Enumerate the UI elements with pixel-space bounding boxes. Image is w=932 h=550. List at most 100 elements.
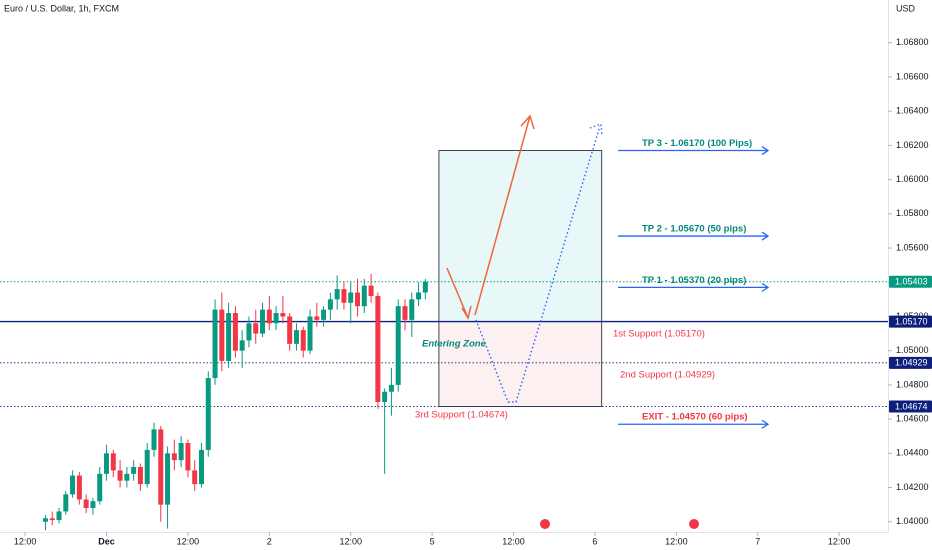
target-zone	[438, 150, 603, 322]
price-label: 1.04929	[895, 358, 928, 368]
candle-body	[63, 494, 69, 512]
projection-path	[475, 125, 601, 403]
candle-body	[151, 429, 157, 450]
candle-body	[361, 285, 367, 307]
x-tick-label: 12:00	[828, 536, 851, 546]
candle-body	[165, 453, 171, 505]
candle-body	[422, 281, 428, 293]
price-label-box	[889, 315, 932, 328]
candle-body	[90, 501, 96, 509]
candle-body	[395, 306, 401, 385]
arrow-head	[520, 114, 535, 130]
price-label-box	[889, 275, 932, 288]
target-label: EXIT - 1.04570 (60 pips)	[642, 412, 748, 423]
candle-body	[117, 470, 123, 481]
target-label: TP 1 - 1.05370 (20 pips)	[642, 275, 746, 286]
x-tick-label: 6	[592, 536, 597, 546]
x-tick-label: 7	[755, 536, 760, 546]
x-tick-label: Dec	[98, 536, 115, 546]
candle-body	[239, 340, 245, 351]
candle-body	[368, 285, 374, 296]
target-arrowhead	[761, 145, 770, 156]
target-arrowhead	[761, 282, 770, 292]
candle-body	[388, 384, 394, 392]
candle-body	[76, 475, 82, 500]
candle-body	[137, 466, 143, 485]
candle-body	[70, 475, 76, 495]
y-tick-label: 1.06200	[896, 140, 929, 150]
candle-body	[83, 499, 89, 509]
candle-body	[260, 309, 266, 334]
candle-body	[246, 323, 252, 341]
arrow-down	[446, 267, 469, 319]
candle-body	[144, 449, 150, 485]
candle-body	[212, 309, 218, 379]
candle-body	[198, 449, 204, 485]
y-tick-label: 1.05800	[896, 208, 929, 218]
x-tick-label: 5	[430, 536, 435, 546]
candle-body	[273, 313, 279, 324]
support-label: 2nd Support (1.04929)	[620, 370, 715, 381]
candle-body	[327, 299, 333, 310]
candle-body	[56, 511, 62, 521]
candle-body	[131, 466, 137, 474]
candle-body	[375, 295, 381, 402]
candle-body	[192, 470, 198, 485]
candle-body	[232, 313, 238, 351]
candle-body	[409, 299, 415, 320]
x-tick-label: 12:00	[665, 536, 688, 546]
stop-zone	[438, 321, 603, 407]
price-label: 1.04674	[895, 401, 928, 411]
candle-body	[124, 473, 130, 481]
candle-body	[293, 330, 299, 344]
support-label: 1st Support (1.05170)	[613, 329, 705, 340]
y-tick-label: 1.06400	[896, 106, 929, 116]
candle-body	[158, 429, 164, 505]
price-label: 1.05403	[895, 277, 928, 287]
chart-title: Euro / U.S. Dollar, 1h, FXCM	[4, 3, 119, 13]
candle-body	[49, 518, 55, 521]
y-tick-label: 1.05000	[896, 345, 929, 355]
y-tick-label: 1.04200	[896, 482, 929, 492]
candle-body	[42, 518, 48, 522]
arrow-head	[461, 305, 472, 320]
candle-body	[280, 313, 286, 317]
candle-body	[205, 378, 211, 450]
support-label: 3rd Support (1.04674)	[415, 410, 508, 421]
candle-body	[97, 473, 103, 502]
y-tick-label: 1.04800	[896, 379, 929, 389]
price-label-box	[889, 400, 932, 413]
y-tick-label: 1.06000	[896, 174, 929, 184]
x-tick-label: 12:00	[339, 536, 362, 546]
candle-body	[185, 443, 191, 471]
event-icon[interactable]	[540, 519, 550, 529]
arrow-up	[474, 115, 531, 316]
y-tick-label: 1.05600	[896, 242, 929, 252]
candle-body	[334, 289, 340, 300]
x-tick-label: 2	[267, 536, 272, 546]
candle-body	[348, 292, 354, 303]
currency: USD	[896, 3, 916, 13]
candle-body	[219, 309, 225, 361]
x-tick-label: 12:00	[177, 536, 200, 546]
candle-body	[171, 453, 177, 461]
event-icon[interactable]	[689, 519, 699, 529]
candle-body	[253, 323, 259, 334]
x-tick-label: 12:00	[14, 536, 37, 546]
price-label: 1.05170	[895, 316, 928, 326]
candle-body	[266, 309, 272, 324]
candle-body	[226, 313, 232, 361]
candle-body	[110, 453, 116, 471]
y-tick-label: 1.04000	[896, 516, 929, 526]
candle-body	[355, 292, 361, 307]
candle-body	[314, 316, 320, 320]
candle-body	[287, 316, 293, 344]
y-tick-label: 1.04600	[896, 413, 929, 423]
target-label: TP 2 - 1.05670 (50 pips)	[642, 224, 746, 235]
candle-body	[382, 391, 388, 402]
y-tick-label: 1.06600	[896, 71, 929, 81]
candle-body	[416, 292, 422, 300]
x-tick-label: 12:00	[502, 536, 525, 546]
target-arrowhead	[761, 419, 770, 429]
